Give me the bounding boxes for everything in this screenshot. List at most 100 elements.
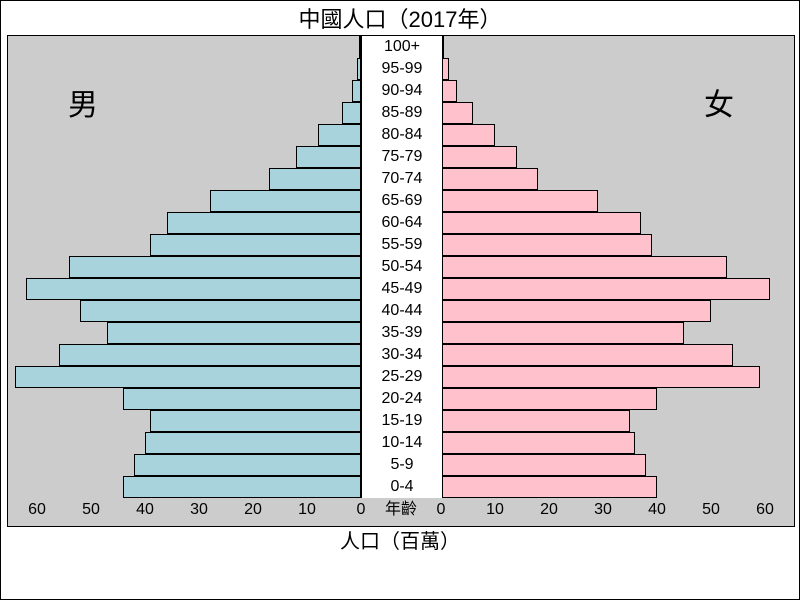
pyramid-row: 40-44 — [8, 300, 794, 322]
x-tick-female: 60 — [756, 500, 774, 520]
chart-title: 中國人口（2017年） — [7, 7, 793, 35]
male-bar — [150, 234, 361, 256]
male-bar — [296, 146, 361, 168]
pyramid-row: 70-74 — [8, 168, 794, 190]
pyramid-row: 0-4 — [8, 476, 794, 498]
male-bar — [80, 300, 361, 322]
x-tick-male: 60 — [28, 500, 46, 520]
figure: 中國人口（2017年） 100+95-9990-9485-8980-8475-7… — [0, 0, 800, 600]
age-band-label: 80-84 — [361, 124, 443, 146]
pyramid-row: 85-89 — [8, 102, 794, 124]
female-bar — [441, 388, 657, 410]
x-tick-female: 30 — [594, 500, 612, 520]
age-band-label: 25-29 — [361, 366, 443, 388]
pyramid-row: 90-94 — [8, 80, 794, 102]
female-bar — [441, 454, 646, 476]
male-bar — [145, 432, 361, 454]
age-band-label: 40-44 — [361, 300, 443, 322]
age-band-label: 35-39 — [361, 322, 443, 344]
female-bar — [441, 146, 517, 168]
male-bar — [150, 410, 361, 432]
pyramid-row: 55-59 — [8, 234, 794, 256]
pyramid-row: 65-69 — [8, 190, 794, 212]
x-tick-male: 30 — [190, 500, 208, 520]
age-band-label: 100+ — [361, 36, 443, 58]
female-bar — [441, 344, 733, 366]
x-tick-male: 40 — [136, 500, 154, 520]
male-bar — [210, 190, 361, 212]
pyramid-row: 10-14 — [8, 432, 794, 454]
male-bar — [123, 388, 361, 410]
x-tick-female: 20 — [540, 500, 558, 520]
male-bar — [15, 366, 361, 388]
male-bar — [69, 256, 361, 278]
male-label: 男 — [68, 80, 98, 124]
pyramid-row: 30-34 — [8, 344, 794, 366]
female-bar — [441, 300, 711, 322]
x-tick-female: 50 — [702, 500, 720, 520]
x-axis-label: 人口（百萬） — [7, 529, 793, 555]
female-bar — [441, 102, 473, 124]
male-bar — [352, 80, 361, 102]
pyramid-row: 5-9 — [8, 454, 794, 476]
pyramid-row: 80-84 — [8, 124, 794, 146]
x-tick-male: 0 — [357, 500, 366, 520]
age-band-label: 10-14 — [361, 432, 443, 454]
female-bar — [441, 256, 727, 278]
female-bar — [441, 80, 457, 102]
female-bar — [441, 124, 495, 146]
female-bar — [441, 278, 770, 300]
pyramid-row: 60-64 — [8, 212, 794, 234]
female-bar — [441, 322, 684, 344]
age-band-label: 85-89 — [361, 102, 443, 124]
age-band-label: 90-94 — [361, 80, 443, 102]
age-band-label: 5-9 — [361, 454, 443, 476]
female-bar — [441, 366, 760, 388]
female-bar — [441, 410, 630, 432]
pyramid-row: 75-79 — [8, 146, 794, 168]
female-bar — [441, 212, 641, 234]
age-band-label: 50-54 — [361, 256, 443, 278]
female-bar — [441, 190, 598, 212]
male-bar — [123, 476, 361, 498]
pyramid-row: 15-19 — [8, 410, 794, 432]
age-band-label: 70-74 — [361, 168, 443, 190]
pyramid-row: 35-39 — [8, 322, 794, 344]
x-tick-male: 20 — [244, 500, 262, 520]
age-band-label: 65-69 — [361, 190, 443, 212]
male-bar — [134, 454, 361, 476]
age-axis-label: 年齡 — [361, 500, 441, 520]
age-band-label: 0-4 — [361, 476, 443, 498]
x-tick-female: 10 — [486, 500, 504, 520]
bars-area: 100+95-9990-9485-8980-8475-7970-7465-696… — [8, 36, 794, 498]
female-bar — [441, 476, 657, 498]
female-bar — [441, 168, 538, 190]
age-band-label: 45-49 — [361, 278, 443, 300]
male-bar — [107, 322, 361, 344]
male-bar — [269, 168, 361, 190]
pyramid-row: 25-29 — [8, 366, 794, 388]
female-bar — [441, 234, 652, 256]
x-tick-female: 0 — [437, 500, 446, 520]
female-bar — [441, 432, 635, 454]
x-tick-female: 40 — [648, 500, 666, 520]
plot-area: 100+95-9990-9485-8980-8475-7970-7465-696… — [7, 35, 795, 527]
pyramid-row: 100+ — [8, 36, 794, 58]
x-tick-male: 10 — [298, 500, 316, 520]
age-band-label: 55-59 — [361, 234, 443, 256]
pyramid-row: 45-49 — [8, 278, 794, 300]
age-band-label: 75-79 — [361, 146, 443, 168]
age-band-label: 20-24 — [361, 388, 443, 410]
age-band-label: 15-19 — [361, 410, 443, 432]
x-tick-male: 50 — [82, 500, 100, 520]
pyramid-row: 95-99 — [8, 58, 794, 80]
pyramid-row: 50-54 — [8, 256, 794, 278]
male-bar — [26, 278, 361, 300]
age-band-label: 95-99 — [361, 58, 443, 80]
male-bar — [318, 124, 361, 146]
age-band-label: 60-64 — [361, 212, 443, 234]
male-bar — [59, 344, 361, 366]
female-label: 女 — [704, 80, 734, 124]
male-bar — [167, 212, 361, 234]
pyramid-row: 20-24 — [8, 388, 794, 410]
